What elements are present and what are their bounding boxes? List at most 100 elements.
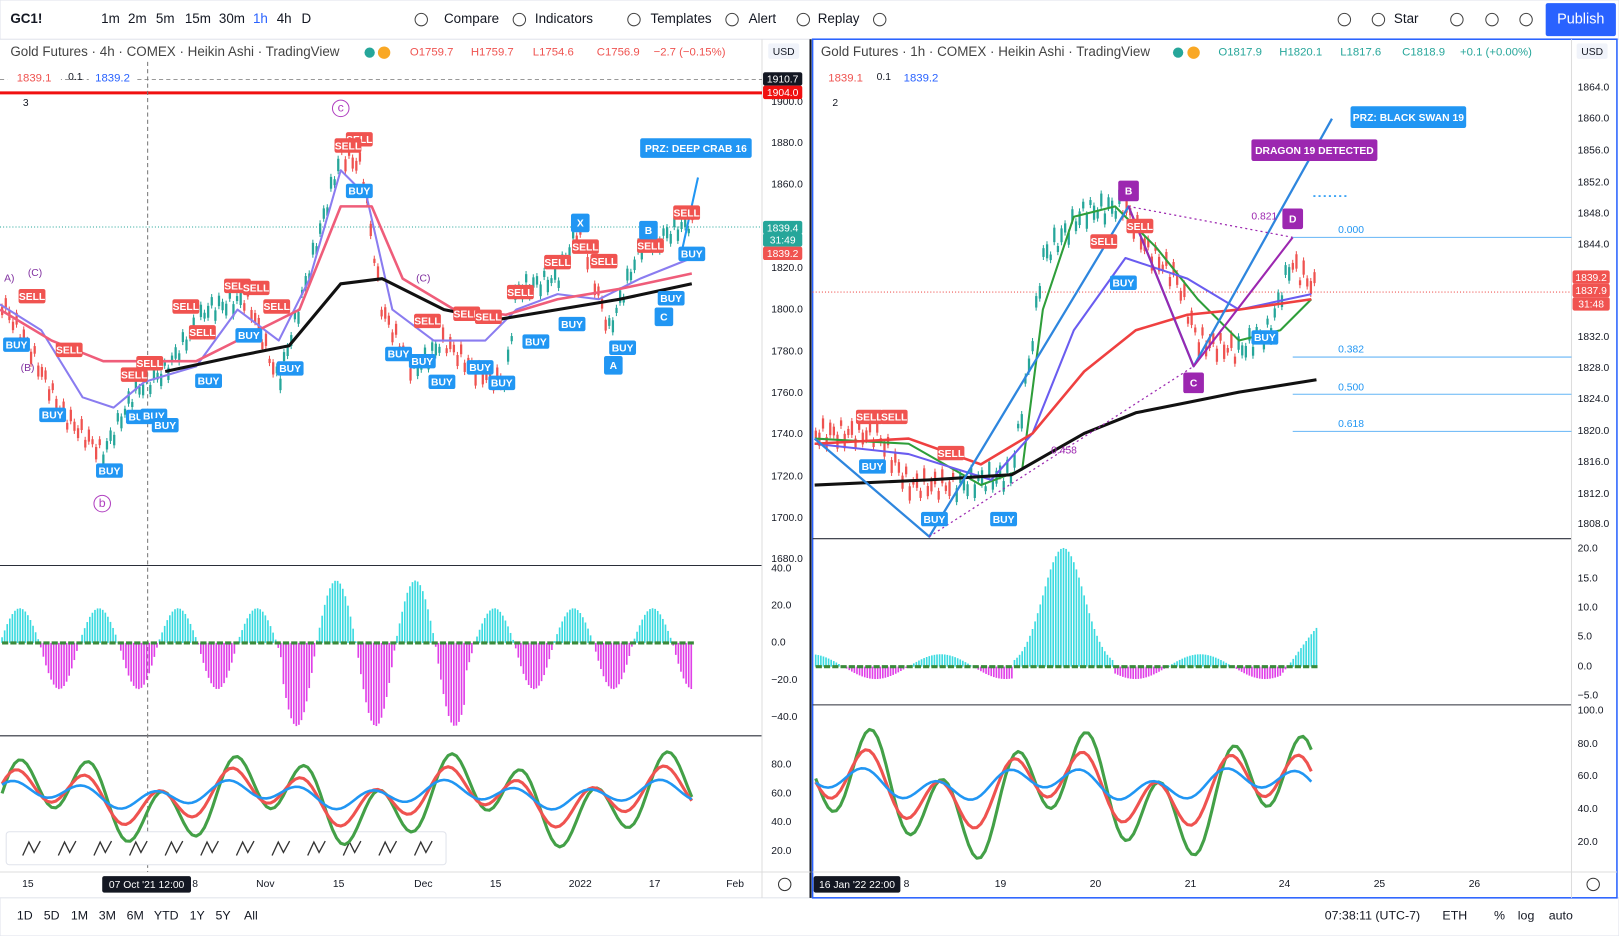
currency: USD bbox=[773, 47, 795, 58]
price-tag: 31:49 bbox=[770, 236, 796, 247]
price-tag-box bbox=[763, 220, 803, 235]
pattern-point-box bbox=[1282, 208, 1304, 230]
interval-button[interactable]: 2m bbox=[128, 11, 147, 26]
ohlc-value: C1756.9 bbox=[597, 47, 640, 59]
range-button[interactable]: YTD bbox=[154, 909, 179, 923]
signal-label-box bbox=[466, 360, 494, 375]
settings-icon[interactable] bbox=[1586, 877, 1600, 892]
layout-button[interactable]: Star bbox=[1394, 11, 1419, 26]
fib-label: 0.458 bbox=[1051, 446, 1077, 457]
osc-axis-label: 80.0 bbox=[1578, 739, 1598, 750]
range-button[interactable]: 6M bbox=[127, 909, 144, 923]
toolbar-icon[interactable] bbox=[1337, 12, 1352, 27]
compare-button[interactable]: Compare bbox=[444, 11, 499, 26]
ask-price: 1839.2 bbox=[95, 72, 130, 84]
fib-label: 0.821 bbox=[1251, 211, 1277, 222]
osc-axis-label: 100.0 bbox=[1578, 706, 1604, 717]
osc-axis-label: 40.0 bbox=[1578, 804, 1598, 815]
status-dot bbox=[377, 46, 391, 59]
templates-button[interactable]: Templates bbox=[650, 11, 711, 26]
alert-button[interactable]: Alert bbox=[749, 11, 777, 26]
signal-label-box bbox=[572, 239, 599, 254]
signal-label: BUY bbox=[525, 337, 547, 348]
ask-price: 1839.2 bbox=[904, 72, 939, 84]
indicators-button[interactable]: Indicators bbox=[535, 11, 593, 26]
indicator-count: 3 bbox=[23, 98, 29, 109]
drawing-tool-icon[interactable] bbox=[200, 840, 219, 856]
range-button[interactable]: 1M bbox=[71, 909, 88, 923]
publish-button[interactable] bbox=[1545, 3, 1616, 37]
oscillator-line bbox=[1, 778, 693, 811]
signal-label: SELL bbox=[335, 141, 361, 152]
ohlc-value: +0.1 (+0.00%) bbox=[1460, 47, 1532, 59]
prz-label-box bbox=[640, 138, 752, 158]
range-button[interactable]: 5Y bbox=[215, 909, 230, 923]
toolbar-icon[interactable] bbox=[414, 12, 428, 27]
drawing-tool-icon[interactable] bbox=[342, 840, 362, 856]
signal-label: BUY bbox=[660, 294, 682, 305]
toolbar-icon[interactable] bbox=[796, 12, 811, 27]
drawing-tool-icon[interactable] bbox=[307, 840, 326, 856]
legend-title: Gold Futures · 1h · COMEX · Heikin Ashi … bbox=[821, 44, 1150, 59]
signal-label-box bbox=[276, 361, 304, 376]
signal-label-box bbox=[172, 299, 200, 314]
drawing-toolbar[interactable] bbox=[5, 831, 447, 866]
session[interactable]: ETH bbox=[1442, 909, 1467, 923]
alert-label-box bbox=[1251, 139, 1378, 161]
auto[interactable]: auto bbox=[1549, 909, 1573, 923]
interval-button[interactable]: 4h bbox=[277, 11, 292, 26]
status-dot bbox=[364, 47, 375, 58]
signal-label-box bbox=[1090, 234, 1118, 249]
interval-button[interactable]: 1h bbox=[253, 11, 268, 26]
interval-button[interactable]: 30m bbox=[219, 11, 245, 26]
osc-axis-label: 20.0 bbox=[1578, 544, 1598, 555]
oscillator-line bbox=[0, 764, 694, 829]
range-button[interactable]: 1Y bbox=[190, 909, 205, 923]
publish-button[interactable]: Publish bbox=[1557, 11, 1604, 27]
ohlc-value: −2.7 (−0.15%) bbox=[654, 47, 726, 59]
replay-button[interactable]: Replay bbox=[818, 11, 860, 26]
signal-label: SELL bbox=[544, 258, 570, 269]
drawing-tool-icon[interactable] bbox=[378, 840, 398, 856]
interval-button[interactable]: D bbox=[301, 11, 311, 26]
range-button[interactable]: All bbox=[244, 909, 258, 923]
toolbar-icon[interactable] bbox=[512, 12, 527, 27]
range-button[interactable]: 5D bbox=[44, 909, 60, 923]
oscillator-line bbox=[0, 750, 694, 849]
price-tag: 1839.4 bbox=[767, 223, 799, 234]
drawing-tool-icon[interactable] bbox=[22, 840, 41, 856]
drawing-tool-icon[interactable] bbox=[57, 840, 77, 856]
range-button[interactable]: 3M bbox=[99, 909, 116, 923]
price-axis-label: 1808.0 bbox=[1578, 519, 1610, 530]
toolbar-icon[interactable] bbox=[1519, 12, 1533, 27]
log[interactable]: log bbox=[1518, 909, 1535, 923]
drawing-tool-icon[interactable] bbox=[93, 840, 113, 856]
range-button[interactable]: 1D bbox=[17, 909, 33, 923]
toolbar-icon[interactable] bbox=[627, 12, 641, 27]
price-tag-box bbox=[1572, 297, 1610, 311]
interval-button[interactable]: 1m bbox=[101, 11, 120, 26]
toolbar-icon[interactable] bbox=[873, 12, 887, 27]
price-axis-label: 1812.0 bbox=[1578, 489, 1610, 500]
drawing-tool-icon[interactable] bbox=[128, 840, 148, 856]
toolbar-icon[interactable] bbox=[1485, 12, 1499, 27]
toolbar-icon[interactable] bbox=[725, 12, 739, 27]
pattern-line bbox=[1128, 205, 1293, 238]
percent[interactable]: % bbox=[1494, 909, 1505, 923]
ohlc-value: H1820.1 bbox=[1279, 47, 1322, 59]
signal-label: SELL bbox=[1127, 222, 1153, 233]
drawing-tool-icon[interactable] bbox=[413, 840, 433, 856]
settings-icon[interactable] bbox=[778, 877, 792, 892]
drawing-tool-icon[interactable] bbox=[271, 840, 291, 856]
osc-axis-label: 10.0 bbox=[1578, 603, 1598, 614]
price-axis-label: 1864.0 bbox=[1578, 82, 1610, 93]
price-axis-label: 1760.0 bbox=[771, 388, 803, 399]
interval-button[interactable]: 5m bbox=[156, 11, 175, 26]
signal-label-box bbox=[385, 346, 412, 362]
drawing-tool-icon[interactable] bbox=[164, 840, 184, 856]
toolbar-icon[interactable] bbox=[1371, 12, 1386, 27]
toolbar-icon[interactable] bbox=[1450, 12, 1464, 27]
drawing-tool-icon[interactable] bbox=[235, 840, 255, 856]
pattern-point: B bbox=[645, 226, 652, 237]
interval-button[interactable]: 15m bbox=[185, 11, 211, 26]
